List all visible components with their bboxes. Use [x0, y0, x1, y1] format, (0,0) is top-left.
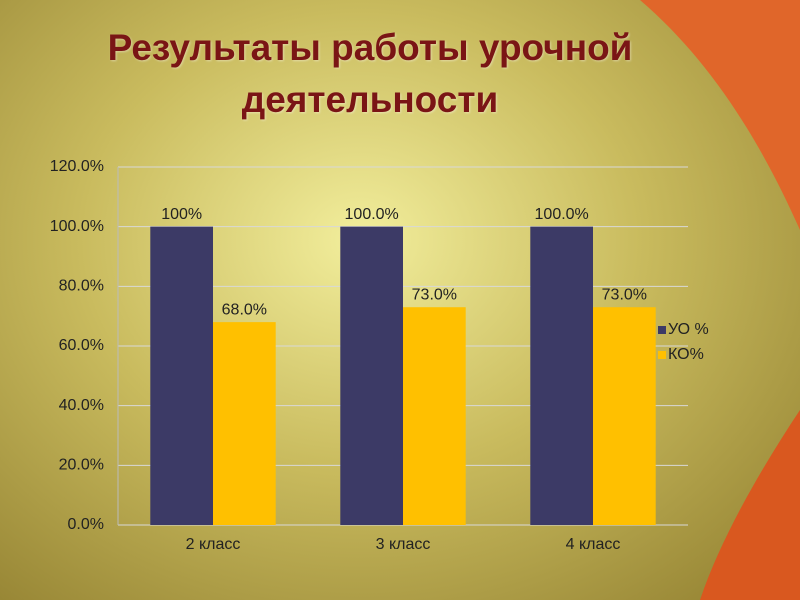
bar	[213, 322, 276, 525]
legend-swatch	[658, 326, 666, 334]
chart-title: Результаты работы урочной деятельности	[107, 27, 633, 120]
y-tick-label: 100.0%	[50, 218, 104, 235]
corner-decoration	[640, 0, 800, 230]
y-tick-label: 0.0%	[68, 516, 104, 533]
bar	[593, 307, 656, 525]
data-label: 68.0%	[222, 301, 267, 318]
x-tick-label: 4 класс	[566, 536, 621, 553]
legend-label: КО%	[668, 346, 704, 363]
data-label: 100%	[161, 206, 202, 223]
data-label: 73.0%	[602, 286, 647, 303]
data-label: 73.0%	[412, 286, 457, 303]
bar	[340, 226, 403, 525]
legend-swatch	[658, 351, 666, 359]
legend-label: УО %	[668, 321, 709, 338]
y-tick-label: 20.0%	[59, 457, 104, 474]
data-label: 100.0%	[535, 206, 589, 223]
bar	[150, 226, 213, 525]
x-tick-label: 3 класс	[376, 536, 431, 553]
x-tick-label: 2 класс	[186, 536, 241, 553]
y-tick-label: 40.0%	[59, 397, 104, 414]
y-tick-label: 60.0%	[59, 337, 104, 354]
bar	[403, 307, 466, 525]
data-label: 100.0%	[345, 206, 399, 223]
corner-decoration	[700, 410, 800, 600]
y-tick-label: 80.0%	[59, 278, 104, 295]
bar	[530, 226, 593, 525]
y-tick-label: 120.0%	[50, 158, 104, 175]
